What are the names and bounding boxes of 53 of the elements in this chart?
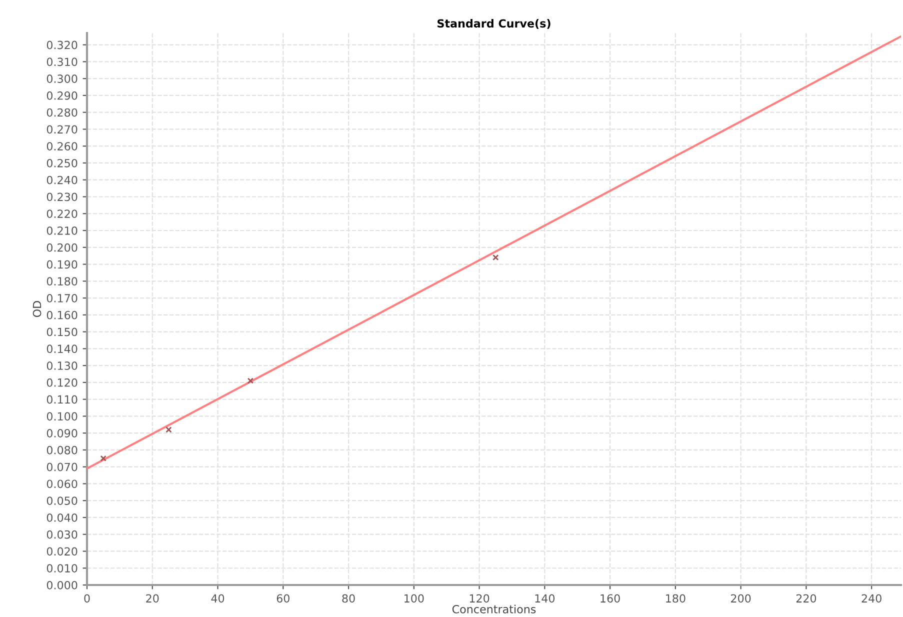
x-tick-label: 200 <box>731 594 751 603</box>
y-tick-label: 0.100 <box>46 412 78 421</box>
y-tick-label: 0.120 <box>46 378 78 387</box>
point <box>166 426 172 433</box>
y-tick-label: 0.260 <box>46 142 78 150</box>
y-tick-label: 0.270 <box>46 125 78 134</box>
y-tick-label: 0.130 <box>46 362 78 370</box>
x-tick-label: 180 <box>666 594 686 603</box>
y-tick-label: 0.290 <box>46 91 78 100</box>
x-tick-label: 60 <box>276 594 290 603</box>
x-tick-label: 0 <box>84 594 90 603</box>
y-tick-label: 0.240 <box>46 176 78 184</box>
y-tick-label: 0.170 <box>46 294 78 302</box>
y-tick-label: 0.080 <box>46 446 78 454</box>
y-tick-label: 0.000 <box>46 580 78 590</box>
point <box>100 455 106 462</box>
y-tick-label: 0.280 <box>46 108 78 117</box>
y-tick-label: 0.030 <box>46 530 78 539</box>
y-tick-label: 0.220 <box>46 210 78 218</box>
y-tick-label: 0.020 <box>46 547 78 556</box>
x-tick-label: 140 <box>535 594 555 603</box>
y-tick-label: 0.060 <box>46 480 78 488</box>
y-tick-label: 0.140 <box>46 344 78 354</box>
y-tick-label: 0.050 <box>46 496 78 505</box>
y-tick-label: 0.160 <box>46 310 78 320</box>
x-tick-label: 120 <box>470 594 490 603</box>
y-tick-label: 0.250 <box>46 158 78 168</box>
y-tick-label: 0.010 <box>46 564 78 572</box>
y-axis-title: OD <box>32 301 42 318</box>
x-tick-label: 20 <box>146 594 159 603</box>
y-tick-label: 0.210 <box>46 226 78 235</box>
point <box>247 378 254 384</box>
x-tick-label: 240 <box>862 594 882 603</box>
x-tick-label: 100 <box>404 594 424 603</box>
y-tick-label: 0.230 <box>46 192 78 202</box>
y-tick-label: 0.200 <box>46 243 78 252</box>
chart-title: Standard Curve(s) <box>438 19 550 29</box>
y-tick-label: 0.090 <box>46 429 78 438</box>
y-tick-label: 0.040 <box>46 513 78 522</box>
x-tick-label: 40 <box>211 594 224 603</box>
y-tick-label: 0.180 <box>46 277 78 286</box>
point <box>492 254 499 261</box>
y-tick-label: 0.320 <box>46 40 78 50</box>
x-tick-label: 160 <box>600 594 620 603</box>
y-tick-label: 0.150 <box>46 328 78 336</box>
y-tick-label: 0.300 <box>46 74 78 83</box>
x-tick-label: 80 <box>342 594 355 603</box>
y-tick-label: 0.110 <box>46 395 78 404</box>
y-tick-label: 0.070 <box>46 462 78 472</box>
y-tick-label: 0.190 <box>46 260 78 269</box>
y-tick-label: 0.310 <box>46 58 78 66</box>
x-tick-label: 220 <box>796 594 816 603</box>
x-axis-title: Concentrations <box>452 604 536 614</box>
